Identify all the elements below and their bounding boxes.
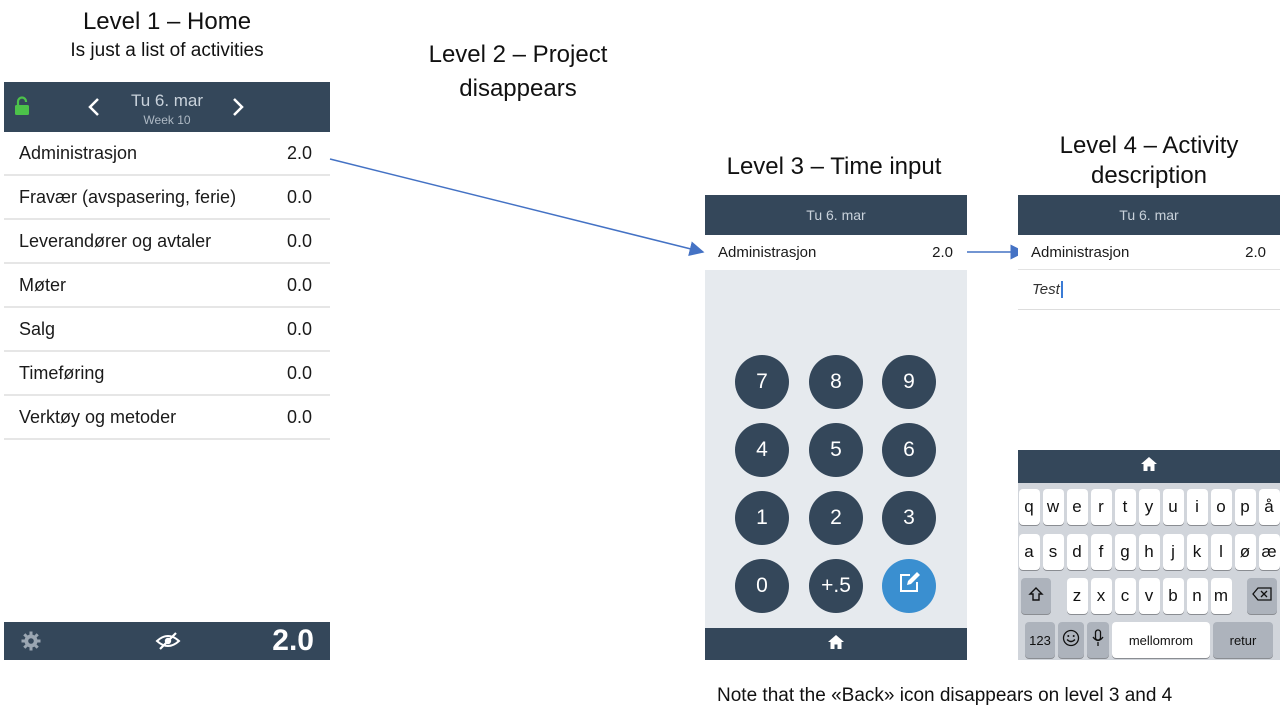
key-i[interactable]: i [1187, 489, 1208, 525]
key-l[interactable]: l [1211, 534, 1232, 570]
key-j[interactable]: j [1163, 534, 1184, 570]
key-u[interactable]: u [1163, 489, 1184, 525]
key-v[interactable]: v [1139, 578, 1160, 614]
edit-icon [896, 570, 922, 602]
description-date: Tu 6. mar [1018, 195, 1280, 235]
description-activity-value: 2.0 [1245, 244, 1266, 261]
home-icon[interactable] [1140, 456, 1158, 477]
time-input-home-bar [705, 628, 967, 660]
description-activity-row: Administrasjon 2.0 [1018, 235, 1280, 270]
backspace-key[interactable] [1247, 578, 1277, 614]
key-7[interactable]: 7 [735, 355, 789, 409]
arrow-level1-to-level3 [330, 159, 703, 252]
key-h[interactable]: h [1139, 534, 1160, 570]
key-p[interactable]: p [1235, 489, 1256, 525]
key-8[interactable]: 8 [809, 355, 863, 409]
shift-icon [1028, 586, 1044, 607]
return-key[interactable]: retur [1213, 622, 1273, 658]
keyboard-row-3: z x c v b n m [1018, 578, 1280, 614]
key-g[interactable]: g [1115, 534, 1136, 570]
keyboard-row-2: a s d f g h j k l ø æ [1018, 534, 1280, 570]
time-input-screen: Tu 6. mar Administrasjon 2.0 7 8 9 4 5 6… [705, 195, 967, 660]
key-b[interactable]: b [1163, 578, 1184, 614]
key-6[interactable]: 6 [882, 423, 936, 477]
footnote: Note that the «Back» icon disappears on … [717, 685, 1277, 707]
key-t[interactable]: t [1115, 489, 1136, 525]
edit-description-button[interactable] [882, 559, 936, 613]
microphone-icon [1092, 629, 1104, 652]
key-m[interactable]: m [1211, 578, 1232, 614]
time-input-date: Tu 6. mar [705, 195, 967, 235]
key-z[interactable]: z [1067, 578, 1088, 614]
description-text: Test [1032, 281, 1060, 298]
mic-key[interactable] [1087, 622, 1109, 658]
key-f[interactable]: f [1091, 534, 1112, 570]
keyboard-row-1: q w e r t y u i o p å [1018, 489, 1280, 525]
key-oe[interactable]: ø [1235, 534, 1256, 570]
key-d[interactable]: d [1067, 534, 1088, 570]
backspace-icon [1252, 586, 1272, 606]
description-screen: Tu 6. mar Administrasjon 2.0 Test [1018, 195, 1280, 311]
home-icon[interactable] [827, 634, 845, 655]
key-q[interactable]: q [1019, 489, 1040, 525]
emoji-key[interactable] [1058, 622, 1084, 658]
key-2[interactable]: 2 [809, 491, 863, 545]
key-n[interactable]: n [1187, 578, 1208, 614]
key-ae[interactable]: æ [1259, 534, 1280, 570]
description-activity-label: Administrasjon [1031, 244, 1129, 261]
keyboard-row-4: 123 mellomrom retur [1018, 622, 1280, 658]
key-x[interactable]: x [1091, 578, 1112, 614]
key-5[interactable]: 5 [809, 423, 863, 477]
text-cursor [1061, 281, 1063, 298]
key-aa[interactable]: å [1259, 489, 1280, 525]
numbers-key[interactable]: 123 [1025, 622, 1055, 658]
selected-activity-label: Administrasjon [718, 244, 816, 261]
key-4[interactable]: 4 [735, 423, 789, 477]
key-e[interactable]: e [1067, 489, 1088, 525]
key-plus-half[interactable]: +.5 [809, 559, 863, 613]
key-c[interactable]: c [1115, 578, 1136, 614]
onscreen-keyboard: q w e r t y u i o p å a s d f g h j k l … [1018, 450, 1280, 660]
key-k[interactable]: k [1187, 534, 1208, 570]
key-9[interactable]: 9 [882, 355, 936, 409]
key-3[interactable]: 3 [882, 491, 936, 545]
space-key[interactable]: mellomrom [1112, 622, 1210, 658]
key-r[interactable]: r [1091, 489, 1112, 525]
letters-row-3: z x c v b n m [1067, 578, 1232, 614]
key-s[interactable]: s [1043, 534, 1064, 570]
key-o[interactable]: o [1211, 489, 1232, 525]
key-1[interactable]: 1 [735, 491, 789, 545]
selected-activity-value: 2.0 [932, 244, 953, 261]
description-input[interactable]: Test [1018, 270, 1280, 310]
shift-key[interactable] [1021, 578, 1051, 614]
key-a[interactable]: a [1019, 534, 1040, 570]
selected-activity-row: Administrasjon 2.0 [705, 235, 967, 270]
key-0[interactable]: 0 [735, 559, 789, 613]
key-w[interactable]: w [1043, 489, 1064, 525]
key-y[interactable]: y [1139, 489, 1160, 525]
emoji-icon [1062, 629, 1080, 652]
keyboard-home-bar [1018, 450, 1280, 483]
